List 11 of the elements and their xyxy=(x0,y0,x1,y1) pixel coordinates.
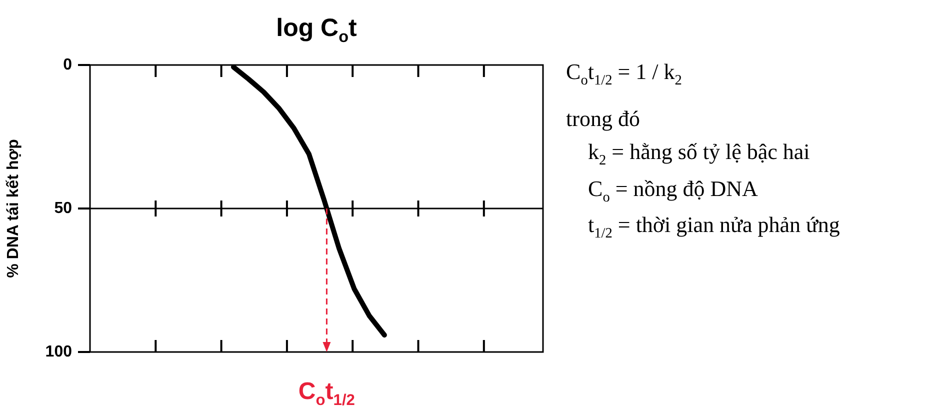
y-tick-label: 0 xyxy=(63,56,72,74)
text: k$_{2}$ = hằng số tỷ lệ bậc hai xyxy=(587,138,811,170)
text: C$_{o}$t$_{1/2}$ = 1 / k$_{2}$ xyxy=(566,58,683,90)
text: C$_{o}$ = nồng độ DNA xyxy=(587,174,759,208)
text: C$_{o}$t$_{1/2}$ xyxy=(298,378,355,410)
y-tick-label: 100 xyxy=(45,343,72,360)
y-tick-label: 50 xyxy=(54,200,72,217)
text: t$_{1/2}$ = thời gian nửa phản ứng xyxy=(587,211,840,244)
text: trong đó xyxy=(566,104,641,133)
y-axis-title: % DNA tái kết hợp xyxy=(5,138,22,278)
x-axis-title: log C$_{o}$t xyxy=(276,14,357,47)
